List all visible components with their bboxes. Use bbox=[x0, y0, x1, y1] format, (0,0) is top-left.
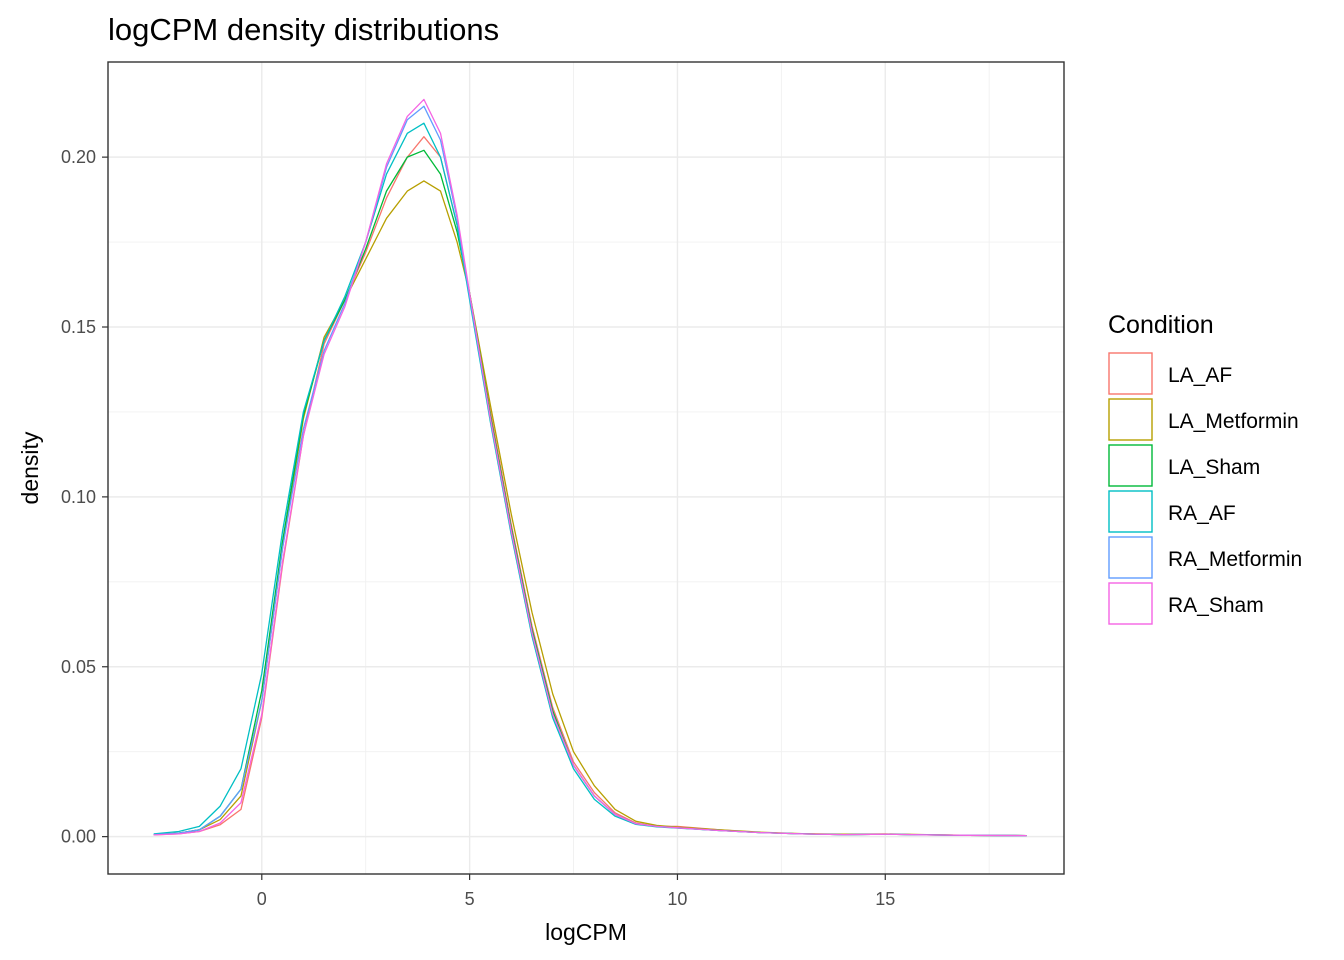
legend-label: RA_Metformin bbox=[1168, 548, 1302, 571]
legend-title: Condition bbox=[1108, 311, 1214, 339]
series-line-la-sham bbox=[153, 149, 1027, 837]
legend-label: RA_Sham bbox=[1168, 594, 1264, 617]
series-line-ra-metformin bbox=[153, 105, 1027, 837]
legend-label: LA_Metformin bbox=[1168, 410, 1299, 433]
panel-border bbox=[107, 61, 1065, 875]
legend-label: LA_AF bbox=[1168, 364, 1232, 387]
series-line-la-af bbox=[153, 136, 1027, 837]
series-line-ra-sham bbox=[153, 98, 1027, 837]
legend-key-la-sham bbox=[1108, 444, 1153, 487]
legend-label: LA_Sham bbox=[1168, 456, 1260, 479]
series-line-la-metformin bbox=[153, 180, 1027, 837]
y-tick-label: 0.15 bbox=[61, 317, 96, 337]
legend-key-ra-metformin bbox=[1108, 536, 1153, 579]
legend-key-ra-af bbox=[1108, 490, 1153, 533]
grid bbox=[108, 62, 1064, 874]
y-axis-title: density bbox=[17, 431, 43, 504]
y-tick-label: 0.10 bbox=[61, 487, 96, 507]
y-tick-label: 0.20 bbox=[61, 147, 96, 167]
legend: Condition LA_AF LA_Metformin LA_Sham RA_AF R… bbox=[1108, 311, 1302, 625]
x-tick-label: 5 bbox=[465, 889, 475, 909]
y-tick-label: 0.00 bbox=[61, 827, 96, 847]
y-tick-label: 0.05 bbox=[61, 657, 96, 677]
legend-key-la-af bbox=[1108, 352, 1153, 395]
chart-title: logCPM density distributions bbox=[108, 12, 499, 47]
x-axis-title: logCPM bbox=[545, 919, 627, 945]
series-line-ra-af bbox=[153, 122, 1027, 837]
legend-label: RA_AF bbox=[1168, 502, 1236, 525]
x-tick-label: 15 bbox=[875, 889, 895, 909]
legend-key-ra-sham bbox=[1108, 582, 1153, 625]
axes: 0 5 10 15 0.00 0.05 0.10 0.15 0.20 bbox=[61, 147, 895, 909]
series-layer bbox=[153, 98, 1027, 837]
legend-key-la-metformin bbox=[1108, 398, 1153, 441]
x-tick-label: 0 bbox=[257, 889, 267, 909]
x-tick-label: 10 bbox=[667, 889, 687, 909]
